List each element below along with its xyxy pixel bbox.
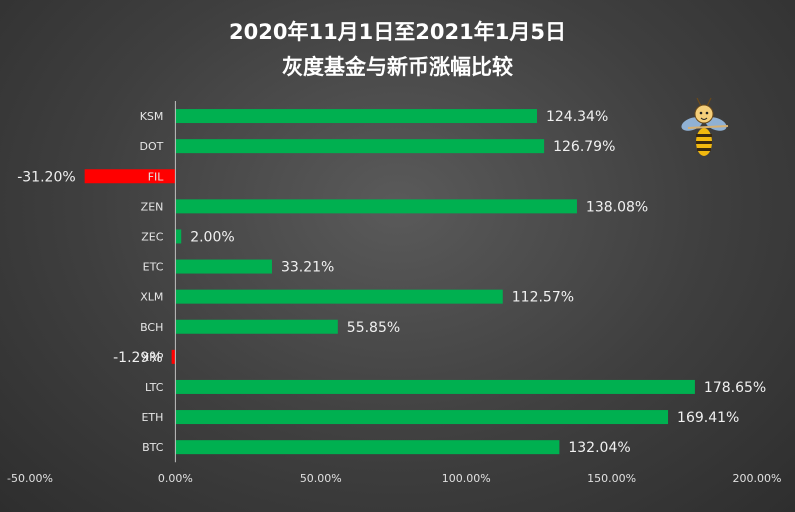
x-tick-label: -50.00% [7, 472, 53, 485]
category-label: XLM [140, 291, 163, 304]
data-label: 138.08% [586, 199, 648, 215]
category-label: ETH [141, 411, 163, 424]
bar-zen [175, 199, 577, 214]
chart-subtitle: 灰度基金与新币涨幅比较 [282, 55, 513, 79]
data-label: 126.79% [553, 139, 615, 155]
bar-fil [84, 169, 176, 184]
chart-title: 2020年11月1日至2021年1月5日 [229, 20, 566, 44]
bar-ltc [175, 379, 695, 394]
x-tick-label: 0.00% [158, 472, 193, 485]
x-tick-label: 100.00% [442, 472, 491, 485]
category-label: ZEN [141, 200, 164, 213]
category-label: LTC [145, 381, 164, 394]
bar-btc [175, 440, 560, 455]
bar-dot [175, 139, 545, 154]
bar-bch [175, 319, 338, 334]
category-label: XRP [142, 351, 164, 364]
x-tick-label: 200.00% [733, 472, 782, 485]
data-label: -31.20% [17, 169, 75, 185]
category-label: BCH [140, 321, 163, 334]
data-label: -1.29% [113, 350, 163, 366]
bar-xlm [175, 289, 503, 304]
category-label: ZEC [141, 230, 163, 243]
data-label: 55.85% [347, 320, 400, 336]
bar-eth [175, 410, 669, 425]
data-label: 132.04% [568, 440, 630, 456]
bar-xrp [171, 349, 176, 364]
data-label: 178.65% [704, 380, 766, 396]
category-label: KSM [140, 110, 164, 123]
bee-mascot-icon [681, 97, 729, 156]
bar-zec [175, 229, 182, 244]
bar-etc [175, 259, 272, 274]
data-label: 2.00% [190, 229, 234, 245]
x-tick-label: 150.00% [587, 472, 636, 485]
data-label: 169.41% [677, 410, 739, 426]
category-label: DOT [140, 140, 164, 153]
category-label: BTC [142, 441, 164, 454]
category-label: ETC [143, 261, 164, 274]
data-label: 124.34% [546, 109, 608, 125]
x-tick-label: 50.00% [300, 472, 342, 485]
category-label: FIL [148, 170, 165, 183]
bar-ksm [175, 109, 537, 124]
data-label: 112.57% [512, 290, 574, 306]
data-label: 33.21% [281, 260, 334, 276]
